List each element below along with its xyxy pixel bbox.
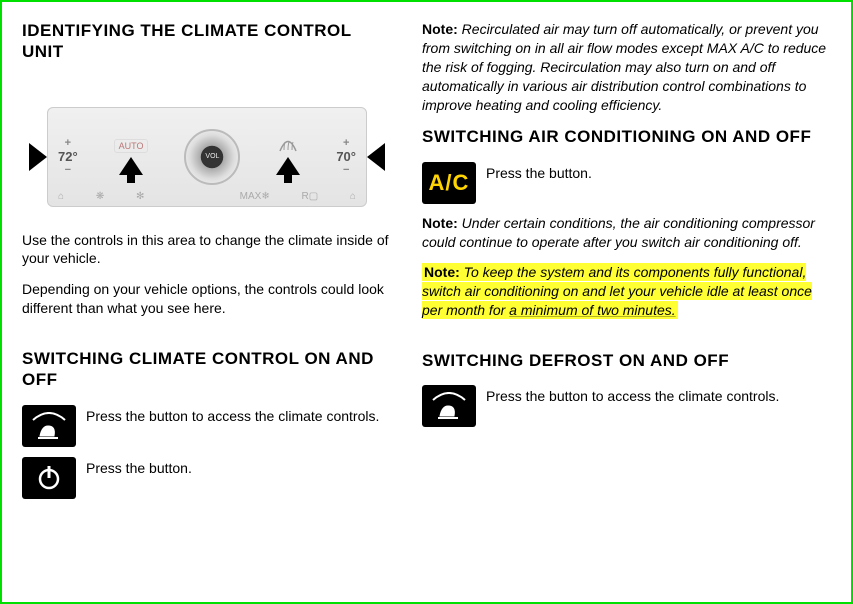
auto-group: AUTO: [114, 139, 149, 175]
note-recirc-text: Recirculated air may turn off automatica…: [422, 21, 826, 113]
note-monthly-b: a minimum of two minutes.: [509, 302, 676, 318]
note-compressor-text: Under certain conditions, the air condit…: [422, 215, 815, 250]
intro-para-2: Depending on your vehicle options, the c…: [22, 280, 392, 318]
heading-identify: IDENTIFYING THE CLIMATE CONTROL UNIT: [22, 20, 392, 63]
defrost-icon: [279, 138, 297, 155]
power-icon: [22, 457, 76, 499]
arrow-left-icon: [367, 143, 385, 171]
intro-para-1: Use the controls in this area to change …: [22, 231, 392, 269]
heading-defrost: SWITCHING DEFROST ON AND OFF: [422, 350, 831, 371]
note-recirc: Note: Recirculated air may turn off auto…: [422, 20, 831, 114]
climate-panel-figure: + 72° − AUTO VOL + 70° − ⌂❋✻MAX❄R▢⌂: [22, 107, 392, 207]
power-row: Press the button.: [22, 457, 392, 499]
note-label: Note:: [424, 264, 460, 280]
temp-left: + 72° −: [58, 137, 78, 176]
vol-label: VOL: [205, 153, 219, 160]
temp-left-value: 72°: [58, 149, 78, 164]
arrow-right-icon: [29, 143, 47, 171]
note-compressor: Note: Under certain conditions, the air …: [422, 214, 831, 252]
arrow-up-icon: [276, 157, 300, 175]
auto-button: AUTO: [114, 139, 149, 153]
defrost-seat-icon: [422, 385, 476, 427]
temp-right: + 70° −: [336, 137, 356, 176]
temp-right-value: 70°: [336, 149, 356, 164]
defrost-group: [276, 138, 300, 175]
note-label: Note:: [422, 21, 458, 37]
note-label: Note:: [422, 215, 458, 231]
volume-dial: VOL: [184, 129, 240, 185]
climate-access-row: Press the button to access the climate c…: [22, 405, 392, 447]
climate-access-text: Press the button to access the climate c…: [86, 405, 379, 426]
defrost-access-row: Press the button to access the climate c…: [422, 385, 831, 427]
right-column: Note: Recirculated air may turn off auto…: [422, 20, 831, 584]
heading-switching-climate: SWITCHING CLIMATE CONTROL ON AND OFF: [22, 348, 392, 391]
heading-ac: SWITCHING AIR CONDITIONING ON AND OFF: [422, 126, 831, 147]
power-text: Press the button.: [86, 457, 192, 478]
climate-seat-icon: [22, 405, 76, 447]
ac-icon: A/C: [422, 162, 476, 204]
ac-text: Press the button.: [486, 162, 592, 183]
panel-small-icons: ⌂❋✻MAX❄R▢⌂: [58, 191, 356, 202]
defrost-access-text: Press the button to access the climate c…: [486, 385, 779, 406]
left-column: IDENTIFYING THE CLIMATE CONTROL UNIT + 7…: [22, 20, 392, 584]
arrow-up-icon: [119, 157, 143, 175]
note-monthly-highlight: Note: To keep the system and its compone…: [422, 263, 831, 320]
ac-row: A/C Press the button.: [422, 162, 831, 204]
climate-panel: + 72° − AUTO VOL + 70° − ⌂❋✻MAX❄R▢⌂: [47, 107, 367, 207]
ac-label: A/C: [429, 170, 470, 196]
